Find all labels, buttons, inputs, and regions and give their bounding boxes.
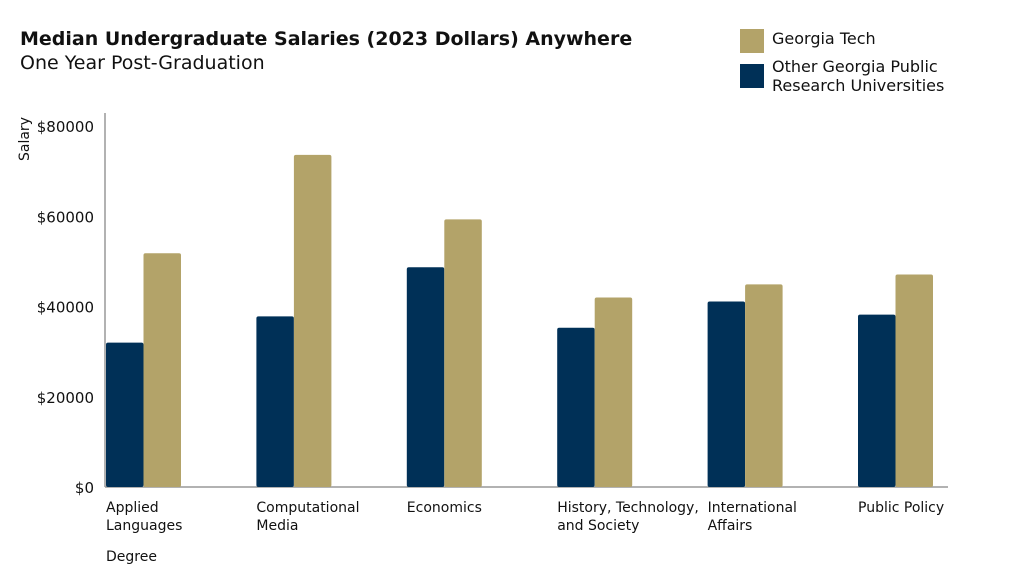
bar-georgia-tech	[293, 154, 332, 487]
x-tick-label: International	[708, 500, 797, 516]
y-tick-label: $60000	[37, 208, 94, 226]
legend-label: Georgia Tech	[772, 29, 876, 48]
bar-georgia-tech	[745, 284, 783, 487]
x-tick-label: Computational	[256, 500, 359, 516]
y-tick-label: $20000	[37, 389, 94, 407]
bar-georgia-tech	[895, 274, 933, 487]
legend-item-other: Other Georgia Public Research Universitie…	[740, 57, 944, 95]
bar-other-universities	[557, 327, 595, 487]
bar-georgia-tech	[594, 297, 633, 487]
x-tick-label: History, Technology,	[557, 500, 699, 516]
x-tick-label: Public Policy	[858, 500, 944, 516]
bar-georgia-tech	[143, 253, 181, 487]
y-tick-label: $40000	[37, 299, 94, 317]
bar-other-universities	[707, 301, 746, 487]
legend-label: Other Georgia Public	[772, 57, 938, 76]
bar-other-universities	[406, 267, 445, 487]
x-tick-label: Affairs	[708, 518, 753, 534]
bar-other-universities	[106, 342, 144, 487]
legend-swatch	[740, 64, 764, 88]
x-tick-label: Media	[256, 518, 298, 534]
chart-subtitle: One Year Post-Graduation	[20, 52, 265, 74]
x-tick-label: Applied	[106, 500, 159, 516]
legend-item-georgia-tech: Georgia Tech	[740, 29, 876, 53]
bar-georgia-tech	[444, 219, 482, 487]
y-tick-label: $0	[75, 479, 94, 497]
legend-swatch	[740, 29, 764, 53]
legend-label: Research Universities	[772, 76, 945, 95]
x-tick-label: Economics	[407, 500, 482, 516]
bar-other-universities	[256, 316, 294, 487]
chart-title: Median Undergraduate Salaries (2023 Doll…	[20, 28, 633, 50]
bar-other-universities	[858, 314, 896, 487]
x-tick-label: Languages	[106, 518, 182, 534]
x-axis-label: Degree	[106, 549, 157, 565]
y-tick-label: $80000	[37, 118, 94, 136]
y-axis-label: Salary	[17, 117, 33, 161]
x-tick-label: and Society	[557, 518, 639, 534]
